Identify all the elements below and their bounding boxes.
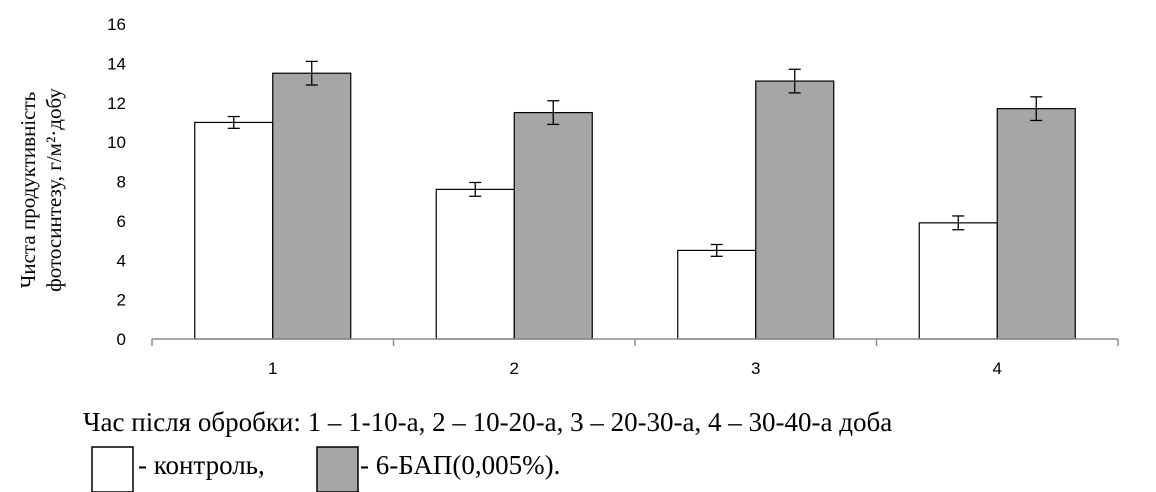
y-axis-label-line1: Чиста продуктивність	[16, 92, 40, 288]
bar-bap	[755, 80, 835, 340]
legend-swatch-control	[91, 446, 134, 492]
y-tick-label: 0	[117, 330, 126, 349]
legend-swatch-bap	[316, 446, 359, 492]
bar-control	[435, 188, 515, 340]
legend-label-control: - контроль,	[138, 450, 265, 480]
y-axis-label-line2: фотосинтезу, г/м²·добу	[42, 88, 66, 292]
y-tick-label: 14	[107, 54, 126, 73]
y-tick-label: 12	[107, 94, 126, 113]
x-tick-label: 1	[268, 359, 277, 378]
bar-bap	[272, 72, 352, 340]
y-tick-label: 10	[107, 133, 126, 152]
y-tick-label: 4	[117, 251, 126, 270]
bar-control	[677, 249, 757, 340]
x-tick-label: 3	[751, 359, 760, 378]
y-tick-label: 16	[107, 15, 126, 34]
bar-bap	[996, 108, 1076, 340]
x-tick-label: 2	[510, 359, 519, 378]
y-axis-label: Чиста продуктивність фотосинтезу, г/м²·д…	[16, 88, 66, 292]
y-tick-label: 6	[117, 212, 126, 231]
y-tick-label: 8	[117, 173, 126, 192]
y-tick-label: 2	[117, 291, 126, 310]
legend-label-bap: - 6-БАП(0,005%).	[360, 450, 560, 480]
bar-control	[194, 121, 274, 340]
bar-bap	[513, 111, 593, 340]
legend: - контроль, - 6-БАП(0,005%).	[91, 446, 560, 492]
x-tick-label: 4	[993, 359, 1002, 378]
x-axis-caption: Час після обробки: 1 – 1-10-а, 2 – 10-20…	[83, 407, 892, 437]
bar-control	[918, 222, 998, 340]
